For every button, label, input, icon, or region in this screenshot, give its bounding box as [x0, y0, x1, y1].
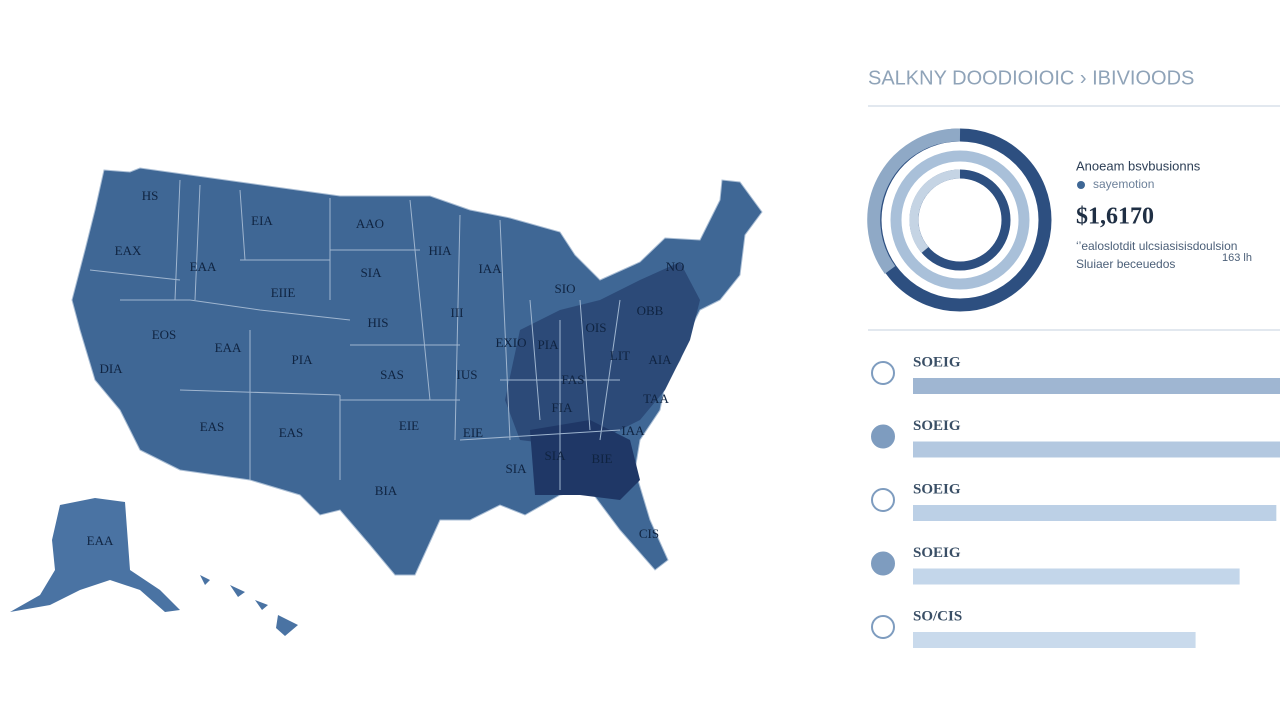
state-label: SIA [506, 461, 528, 476]
bar [913, 505, 1277, 521]
state-label: EAA [87, 533, 114, 548]
bar [913, 441, 1280, 458]
state-label: HIA [428, 243, 452, 258]
state-label: PIA [538, 337, 560, 352]
summary-note: Sluiaer beceuedos [1076, 257, 1175, 271]
bar-label: SO/CIS [913, 608, 962, 624]
state-label: OBB [637, 303, 664, 318]
bar-list: SOEIG SOEIG SOEIG SOEIG SO/CIS [871, 354, 1280, 648]
state-label: EIE [463, 425, 483, 440]
state-label: EAA [215, 340, 242, 355]
hawaii [200, 575, 298, 636]
bar [913, 632, 1196, 648]
state-label: EAS [200, 419, 225, 434]
map-darkest-region [530, 420, 640, 500]
legend-dot [1077, 181, 1085, 189]
bar [913, 378, 1280, 394]
state-label: FIA [552, 400, 574, 415]
state-label: EAX [115, 243, 142, 258]
state-label: DIA [99, 361, 123, 376]
bar-icon [871, 424, 895, 449]
bar-label: SOEIG [913, 418, 961, 434]
state-label: SIO [555, 281, 576, 296]
state-label: AAO [356, 216, 384, 231]
state-label: III [451, 305, 464, 320]
state-label: NO [666, 259, 685, 274]
bar-icon [871, 615, 895, 639]
state-label: TAA [643, 391, 669, 406]
state-label: EIA [251, 213, 273, 228]
state-label: AIA [648, 352, 672, 367]
bar-icon [871, 488, 895, 512]
bar-label: SOEIG [913, 545, 961, 561]
state-borders [89, 179, 621, 490]
state-label: FAS [562, 372, 585, 387]
summary-heading: Anoeam bsvbusionns [1076, 158, 1201, 173]
state-label: CIS [639, 526, 659, 541]
alaska [10, 498, 180, 612]
bar-icon [871, 551, 895, 576]
state-label: LIT [610, 348, 630, 363]
donut-chart [867, 128, 1052, 312]
state-label: OIS [586, 320, 607, 335]
bar-icon [871, 361, 895, 385]
state-label: EOS [152, 327, 177, 342]
bar-label: SOEIG [913, 354, 961, 370]
donut-outer-segment [867, 128, 961, 274]
state-label: EAA [190, 259, 217, 274]
bar [913, 568, 1240, 585]
state-label: HS [142, 188, 159, 203]
state-label: SAS [380, 367, 404, 382]
state-label: EIIE [271, 285, 296, 300]
us-map [10, 167, 763, 636]
state-label: PIA [292, 352, 314, 367]
state-label: HIS [368, 315, 389, 330]
state-label: BIA [375, 483, 398, 498]
state-label: EIE [399, 418, 419, 433]
map-dark-region [505, 262, 700, 445]
state-label: SIA [545, 448, 567, 463]
state-label: BIE [592, 451, 613, 466]
state-label: IAA [478, 261, 502, 276]
bar-label: SOEIG [913, 481, 961, 497]
summary-side-note: 163 lh [1222, 252, 1252, 264]
state-label: EAS [279, 425, 304, 440]
donut-inner-segment [909, 169, 961, 253]
state-label: IUS [457, 367, 478, 382]
state-label: EXIO [495, 335, 526, 350]
state-label: SIA [361, 265, 383, 280]
summary-subheading: sayemotion [1093, 177, 1154, 191]
state-label: IAA [621, 423, 645, 438]
summary-note: ‘’ealoslotdit ulcsiasisisdoulsion [1076, 239, 1237, 253]
dashboard-title: SALKNY DOODIOIOIC › IBIVIOODS [868, 67, 1194, 89]
state-labels: HS EAX EIA EAA EIIE AAO SIA HIS HIA IAA III EOS EAA P… [87, 188, 685, 548]
summary-amount: $1,6170 [1076, 204, 1154, 230]
donut-middle [890, 150, 1030, 290]
